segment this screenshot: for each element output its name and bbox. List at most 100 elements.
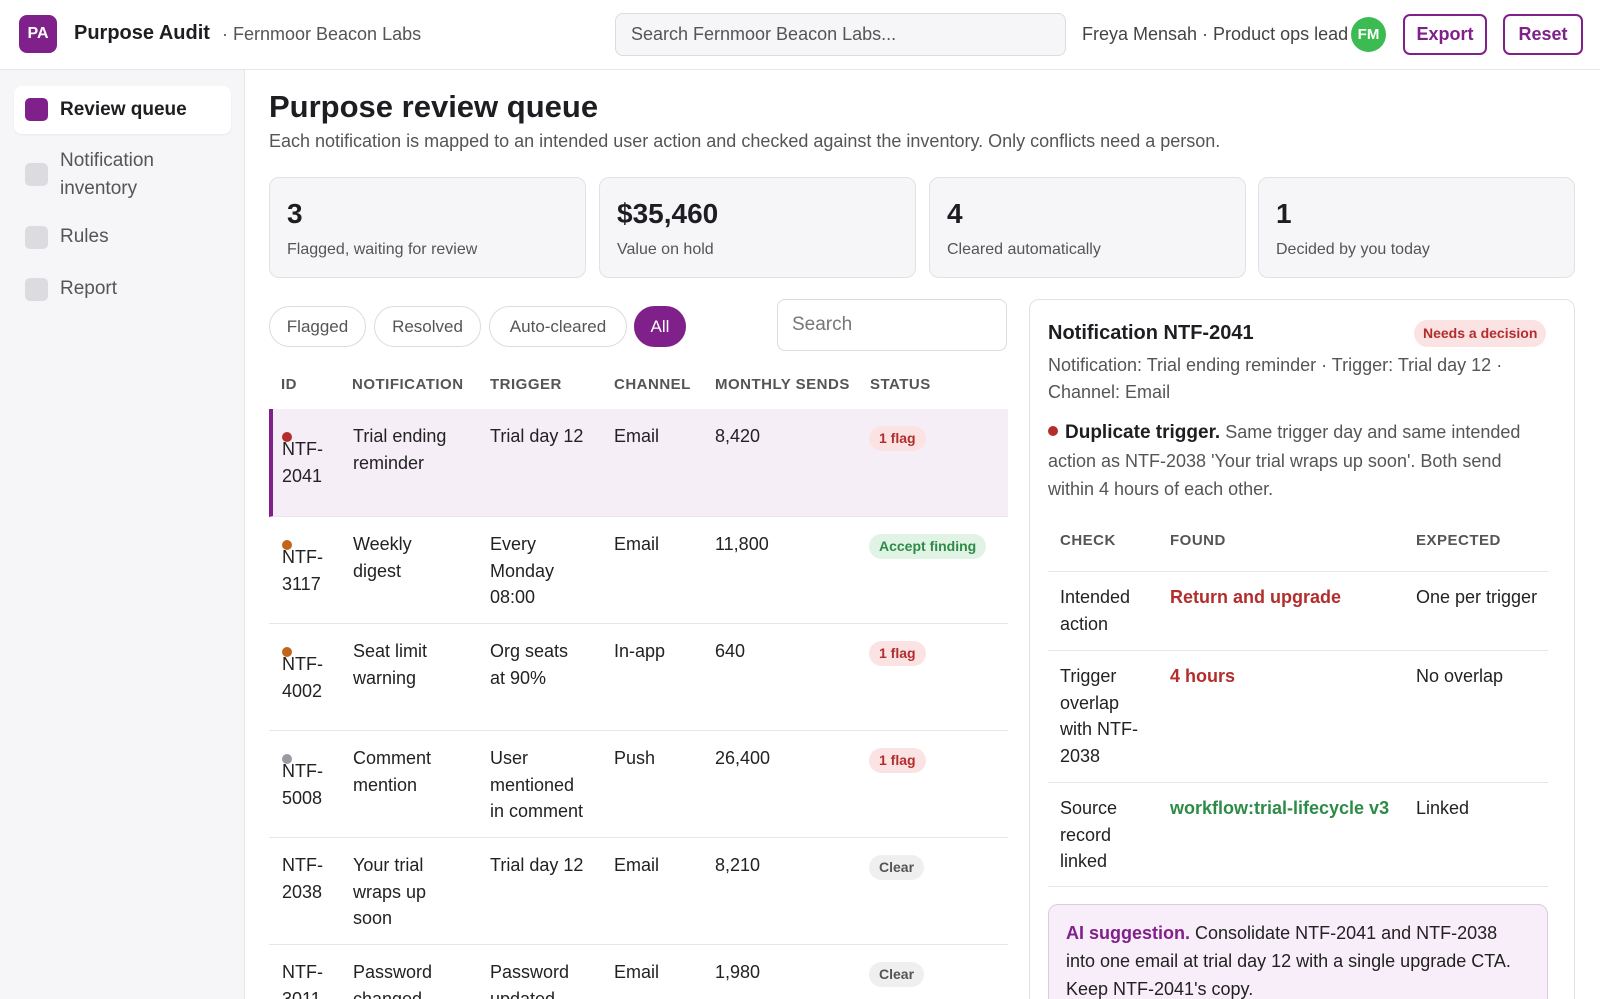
finding-text: Same trigger day and same intended actio… [1048, 422, 1521, 499]
row-notification: Seat limit warning [353, 641, 428, 688]
filter-chip-flagged[interactable]: Flagged [269, 306, 366, 347]
status-dot-icon [282, 647, 292, 657]
page-subtitle: Each notification is mapped to an intend… [269, 131, 1221, 151]
stat-card-decided: 1 Decided by you today [1258, 177, 1575, 278]
check-name: Intended action [1060, 587, 1131, 634]
stat-label: Value on hold [617, 241, 714, 258]
check-expected: No overlap [1416, 666, 1504, 686]
check-name: Trigger overlap with NTF- 2038 [1060, 666, 1138, 766]
stat-value: 1 [1276, 198, 1292, 229]
sidebar-item-notification-inventory[interactable]: Notification inventory [14, 144, 231, 206]
sidebar-item-report[interactable]: Report [14, 268, 231, 310]
filter-chip-all[interactable]: All [634, 306, 686, 347]
row-monthly-sends: 1,980 [715, 962, 761, 982]
stat-card-flagged: 3 Flagged, waiting for review [269, 177, 586, 278]
global-search-input[interactable] [615, 13, 1066, 56]
row-notification: Password changed [353, 962, 433, 999]
table-row[interactable]: NTF- 4002 Seat limit warning Org seats at … [269, 624, 1008, 731]
check-row: Trigger overlap with NTF- 2038 4 hours No … [1048, 650, 1548, 782]
check-name: Source record linked [1060, 798, 1118, 871]
table-row[interactable]: NTF- 3117 Weekly digest Every Monday 08:00… [269, 517, 1008, 624]
filter-chip-auto-cleared[interactable]: Auto-cleared [489, 306, 627, 347]
check-found: workflow:trial-lifecycle v3 [1170, 798, 1390, 818]
table-row[interactable]: NTF- 3011 Password changed Password update… [269, 945, 1008, 999]
status-dot-icon [282, 540, 292, 550]
expected-column-header: EXPECTED [1416, 532, 1501, 549]
row-notification: Your trial wraps up soon [353, 855, 427, 928]
reset-button[interactable]: Reset [1503, 14, 1583, 55]
top-bar: PA Purpose Audit · Fernmoor Beacon Labs … [0, 0, 1600, 70]
status-dot-icon [282, 432, 292, 442]
column-header-channel: CHANNEL [614, 376, 691, 393]
table-row[interactable]: NTF- 2038 Your trial wraps up soon Trial d… [269, 838, 1008, 945]
row-trigger: Org seats at 90% [490, 641, 569, 688]
column-header-status: STATUS [870, 376, 931, 393]
app-title: Purpose Audit [74, 22, 210, 44]
table-row[interactable]: NTF- 5008 Comment mention User mentioned i… [269, 731, 1008, 838]
status-badge: 1 flag [869, 641, 926, 666]
row-id: NTF- 3011 [282, 962, 323, 999]
rules-icon [25, 226, 48, 249]
column-header-monthly-sends: MONTHLY SENDS [715, 376, 850, 393]
row-trigger: Every Monday 08:00 [490, 534, 555, 607]
sidebar-item-review-queue[interactable]: Review queue [14, 86, 231, 134]
finding-summary: Duplicate trigger. Same trigger day and … [1048, 418, 1548, 503]
filter-chip-resolved[interactable]: Resolved [374, 306, 481, 347]
stat-card-cleared: 4 Cleared automatically [929, 177, 1246, 278]
page-title: Purpose review queue [269, 89, 599, 124]
sidebar: Review queue Notification inventory Rule… [0, 70, 245, 999]
row-channel: Email [614, 855, 660, 875]
user-name: Freya Mensah · Product ops lead [1082, 24, 1349, 44]
check-row: Source record linked workflow:trial-lifec… [1048, 782, 1548, 886]
stat-label: Flagged, waiting for review [287, 241, 478, 258]
column-header-id: ID [281, 376, 297, 393]
row-channel: Push [614, 748, 656, 768]
sidebar-item-label: Notification inventory [60, 150, 154, 199]
check-expected: One per trigger [1416, 587, 1538, 607]
table-row[interactable]: NTF- 2041 Trial ending reminder Trial day … [269, 409, 1008, 517]
finding-title: Duplicate trigger. [1065, 422, 1221, 443]
row-monthly-sends: 8,210 [715, 855, 761, 875]
row-trigger: User mentioned in comment [490, 748, 584, 821]
status-badge: 1 flag [869, 748, 926, 773]
status-badge: Clear [869, 855, 925, 880]
row-monthly-sends: 26,400 [715, 748, 771, 768]
ai-suggestion-title: AI suggestion. [1066, 923, 1191, 943]
avatar[interactable]: FM [1351, 17, 1386, 52]
inventory-icon [25, 163, 48, 186]
sidebar-item-rules[interactable]: Rules [14, 216, 231, 258]
row-monthly-sends: 8,420 [715, 426, 761, 446]
ai-suggestion-text: Consolidate NTF-2041 and NTF-2038 into o… [1066, 923, 1511, 999]
row-trigger: Password updated [490, 962, 570, 999]
list-search-input[interactable] [777, 299, 1007, 351]
stat-label: Decided by you today [1276, 241, 1430, 258]
check-column-header: CHECK [1060, 532, 1116, 549]
detail-title: Notification NTF-2041 [1048, 322, 1254, 344]
check-found: Return and upgrade [1170, 587, 1342, 607]
ai-suggestion: AI suggestion. Consolidate NTF-2041 and … [1048, 904, 1548, 999]
row-id: NTF- 3117 [282, 547, 323, 594]
row-id: NTF- 4002 [282, 654, 323, 701]
stat-label: Cleared automatically [947, 241, 1101, 258]
row-id: NTF- 2041 [282, 439, 323, 486]
check-expected: Linked [1416, 798, 1470, 818]
row-notification: Weekly digest [353, 534, 412, 581]
column-header-notification: NOTIFICATION [352, 376, 464, 393]
row-notification: Comment mention [353, 748, 432, 795]
status-dot-icon [282, 754, 292, 764]
check-table-bottom-border [1048, 886, 1548, 887]
row-id: NTF- 2038 [282, 855, 323, 902]
export-button[interactable]: Export [1403, 14, 1487, 55]
row-notification: Trial ending reminder [353, 426, 447, 473]
row-channel: Email [614, 534, 660, 554]
check-found: 4 hours [1170, 666, 1236, 686]
app-logo: PA [19, 15, 57, 53]
row-channel: Email [614, 426, 660, 446]
row-monthly-sends: 11,800 [715, 534, 769, 554]
row-trigger: Trial day 12 [490, 426, 584, 446]
row-monthly-sends: 640 [715, 641, 746, 661]
found-column-header: FOUND [1170, 532, 1226, 549]
queue-icon [25, 98, 48, 121]
detail-meta: Notification: Trial ending reminder · Tr… [1048, 355, 1503, 402]
sidebar-item-label: Rules [60, 226, 109, 247]
